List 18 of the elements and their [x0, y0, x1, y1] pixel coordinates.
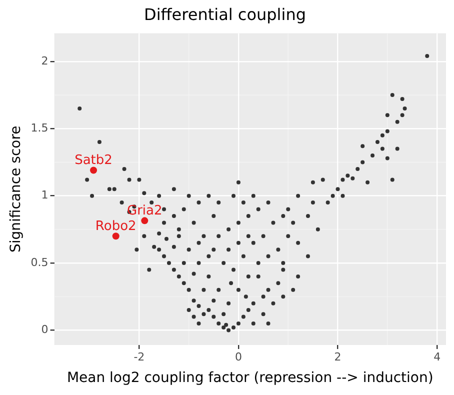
y-tick-label: 1.5 [30, 121, 48, 134]
point [90, 166, 98, 174]
x-tick-label: 0 [234, 350, 242, 364]
x-tick-label: 4 [434, 350, 441, 364]
chart-title: Differential coupling [144, 4, 306, 24]
x-tick-label: 2 [334, 350, 342, 364]
annotation: Gria2 [127, 204, 162, 219]
point [112, 232, 120, 240]
y-tick-label: 0.5 [30, 256, 48, 269]
x-tick-label: -2 [134, 350, 145, 364]
y-tick-label: 0 [41, 323, 48, 336]
x-axis-title: Mean log2 coupling factor (repression --> induction) [66, 370, 434, 386]
point [141, 217, 148, 224]
annotation: Robo2 [95, 219, 136, 234]
y-tick-label: 1 [41, 188, 48, 202]
y-axis-title: Significance score [8, 126, 24, 252]
annotation: Satb2 [74, 153, 112, 168]
y-tick-label: 2 [41, 54, 48, 68]
